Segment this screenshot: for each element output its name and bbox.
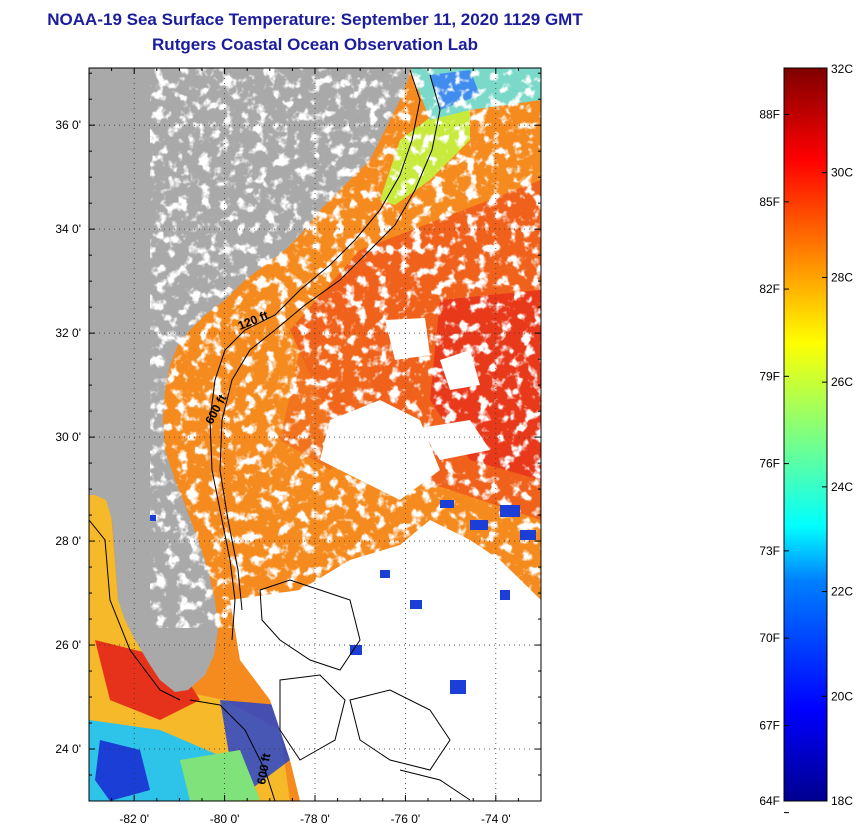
colorbar-celsius-label: 24C — [831, 480, 853, 494]
isobath-straits — [189, 699, 276, 801]
lat-label: 24 0' — [55, 742, 81, 756]
colorbar-celsius-label: 20C — [831, 689, 853, 703]
lat-label: 30 0' — [55, 430, 81, 444]
colorbar-fahrenheit-label: 82F — [759, 282, 780, 296]
colorbar-celsius-label: 18C — [831, 794, 853, 808]
isobath-contours — [89, 69, 471, 801]
colorbar-axes: 32C 30C 28C 26C 24C 22C 20C 18C 88F 85F 82F 79F 76F 7… — [759, 62, 853, 814]
straits-green-patch — [180, 750, 260, 801]
colorbar-celsius-label: 32C — [831, 62, 853, 76]
colorbar-fahrenheit-label: 76F — [759, 457, 780, 471]
lon-label: -82 0' — [119, 812, 149, 826]
graticule — [89, 68, 541, 801]
colorbar-fahrenheit-label: 67F — [759, 718, 780, 732]
isobath-bahamas-1 — [259, 579, 361, 671]
colorbar-celsius-label: 26C — [831, 375, 853, 389]
lat-label: 28 0' — [55, 534, 81, 548]
colorbar-fahrenheit-label: 73F — [759, 544, 780, 558]
colorbar-fahrenheit-label: 79F — [759, 369, 780, 383]
colorbar-fahrenheit-label: 70F — [759, 631, 780, 645]
colorbar-fahrenheit-label: 85F — [759, 195, 780, 209]
cold-speckles — [150, 500, 536, 694]
colorbar-fahrenheit-label: 88F — [759, 108, 780, 122]
lon-label: -74 0' — [481, 812, 511, 826]
map-panel: 120 ft 600 ft 600 ft — [89, 68, 541, 801]
contour-label-600ft-south: 600 ft — [254, 752, 273, 785]
lat-label: 26 0' — [55, 638, 81, 652]
colorbar-celsius-label: 30C — [831, 166, 853, 180]
gulf-blue-patch — [95, 740, 150, 801]
lon-label: -78 0' — [300, 812, 330, 826]
isobath-120ft — [209, 69, 421, 641]
map-subtitle: Rutgers Coastal Ocean Observation Lab — [152, 35, 478, 54]
lat-label: 34 0' — [55, 222, 81, 236]
lat-label: 36 0' — [55, 118, 81, 132]
colorbar-celsius-label: 22C — [831, 585, 853, 599]
cloud-speckle — [150, 68, 541, 628]
lon-label: -80 0' — [210, 812, 240, 826]
isobath-bahamas-3 — [349, 689, 451, 771]
map-title: NOAA-19 Sea Surface Temperature: Septemb… — [47, 10, 583, 29]
isobath-600ft — [219, 74, 441, 611]
lon-label: -76 0' — [391, 812, 421, 826]
map-axes: 24 0' 26 0' 28 0' 30 0' 32 0' 34 0' 36 0' -82 0… — [55, 68, 542, 826]
isobath-bahamas-4 — [399, 769, 471, 801]
colorbar-fahrenheit-label: 64F — [759, 794, 780, 808]
lat-label: 32 0' — [55, 326, 81, 340]
colorbar-celsius-label: 28C — [831, 270, 853, 284]
isobath-florida-west — [89, 519, 181, 701]
isobath-bahamas-2 — [279, 674, 346, 761]
colorbar — [783, 67, 828, 802]
